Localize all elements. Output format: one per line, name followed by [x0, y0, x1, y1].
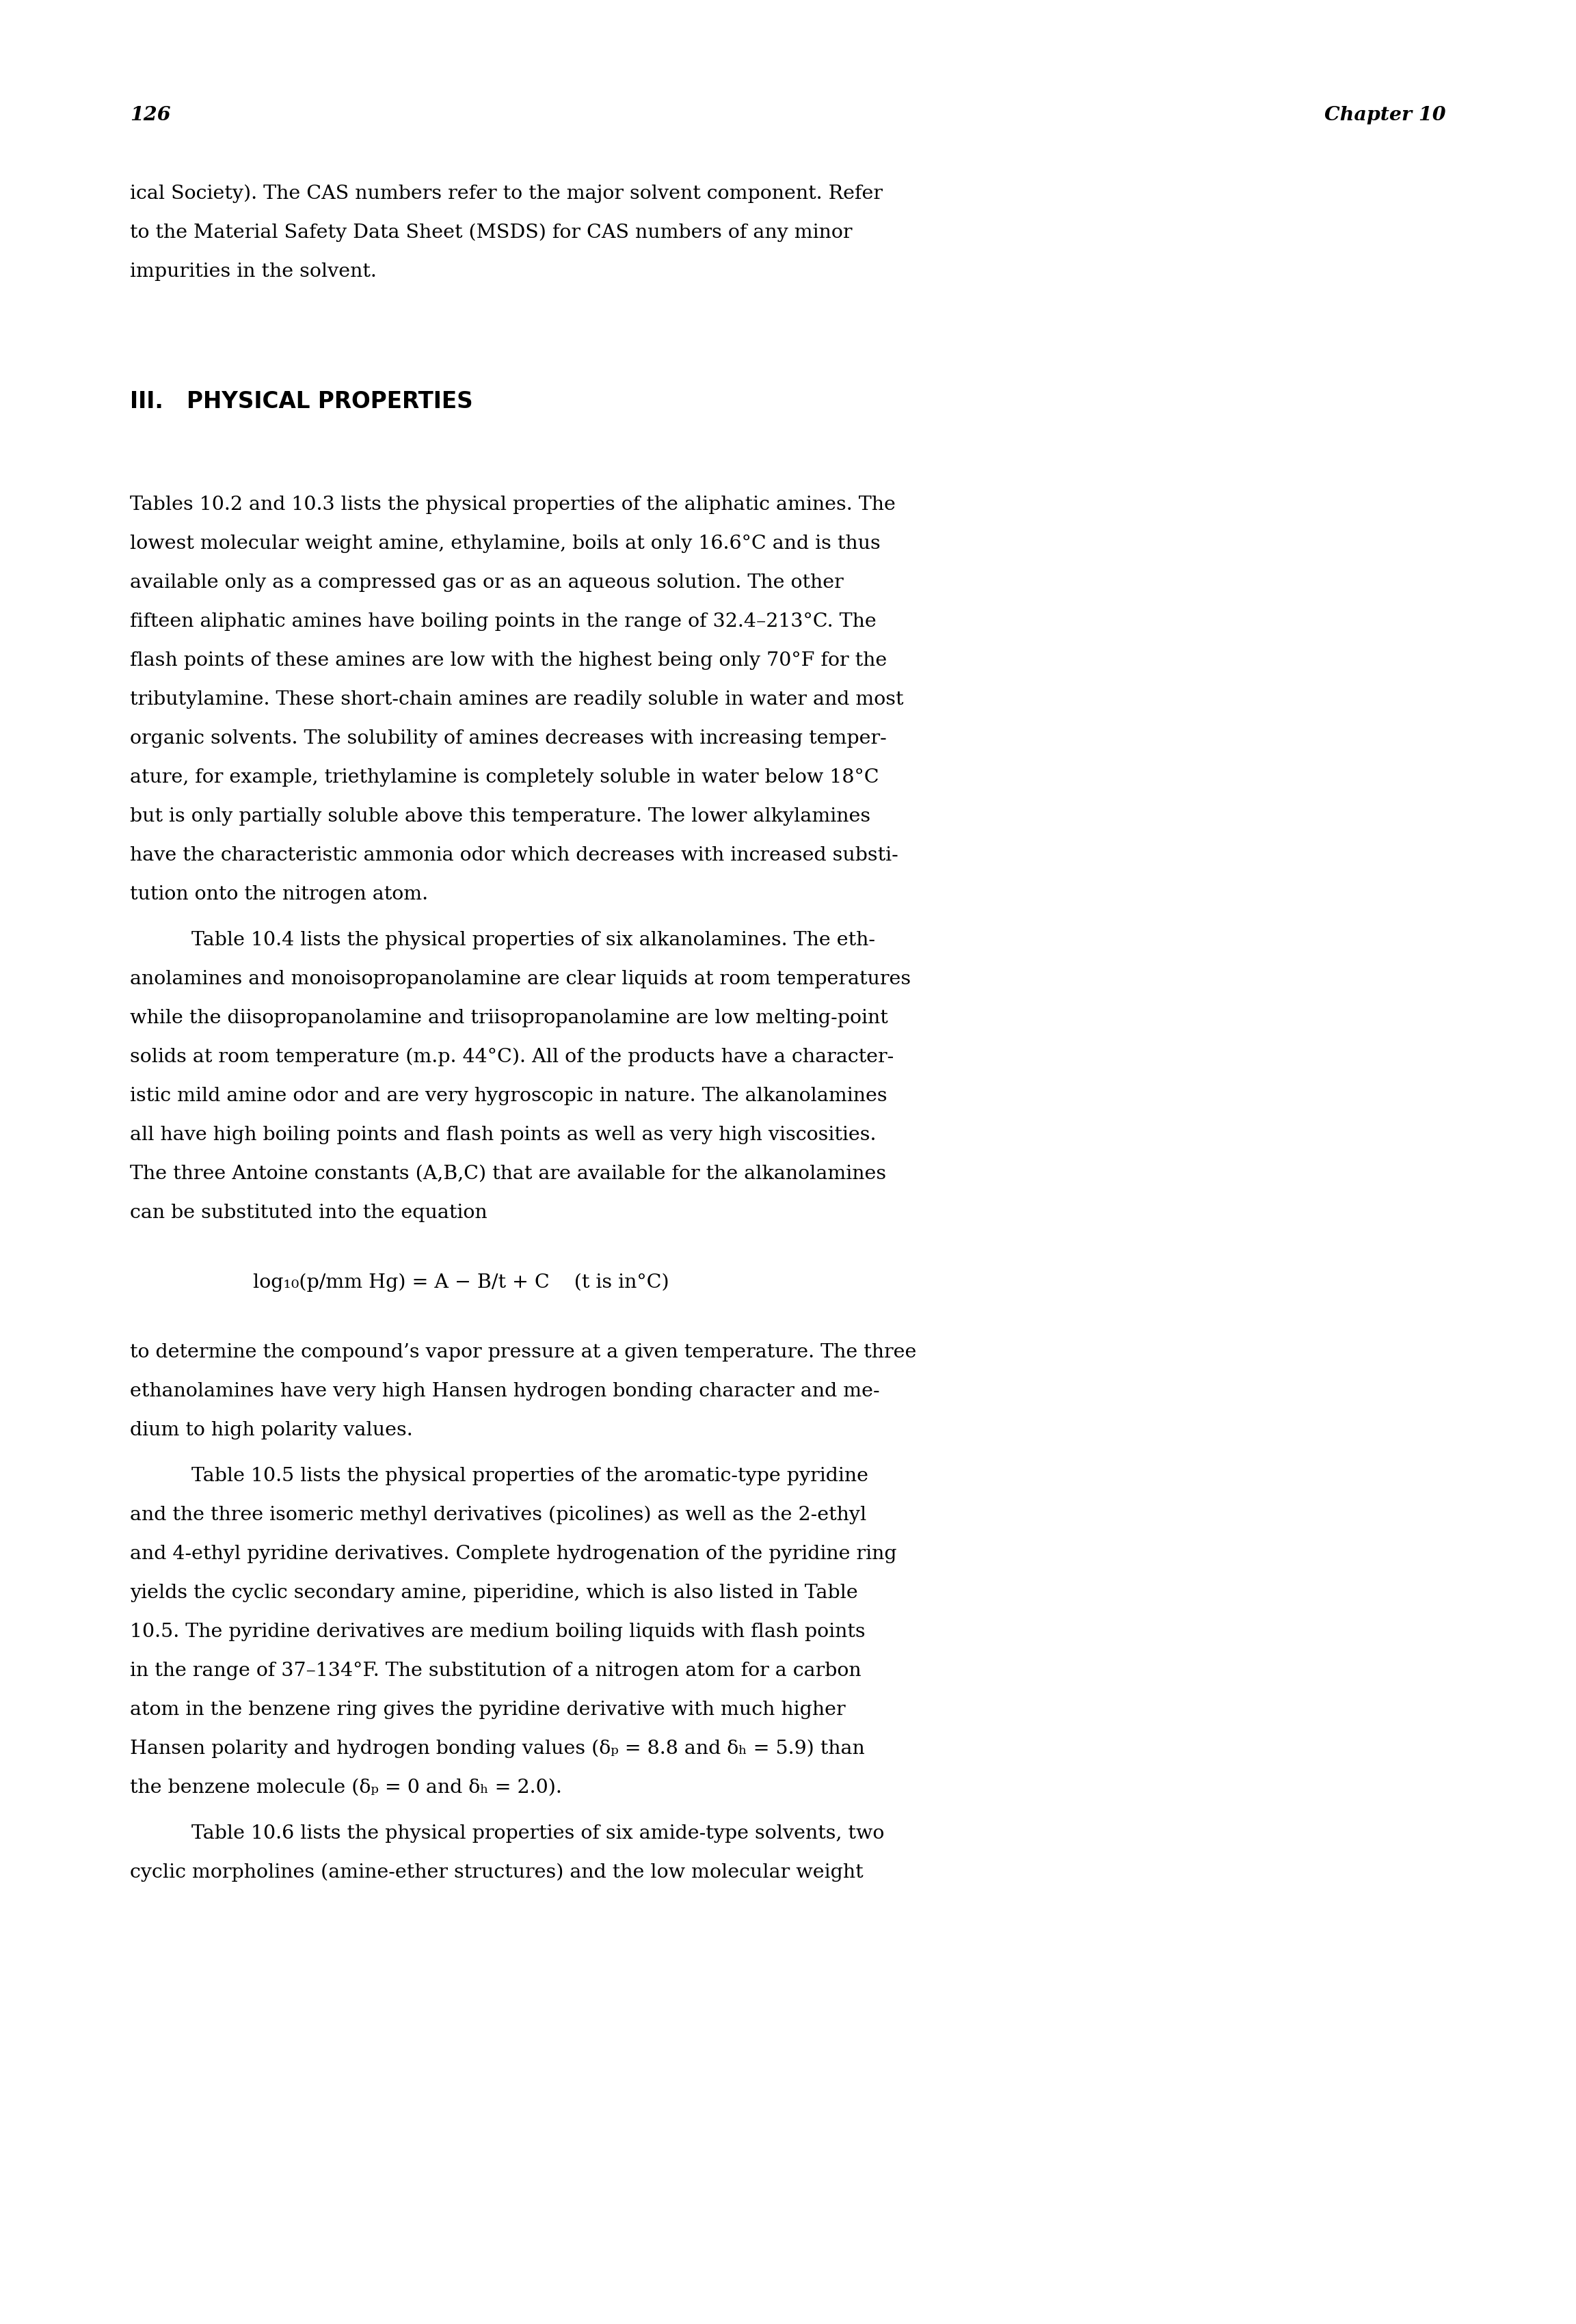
Text: flash points of these amines are low with the highest being only 70°F for the: flash points of these amines are low wit… [129, 651, 887, 669]
Text: tributylamine. These short-chain amines are readily soluble in water and most: tributylamine. These short-chain amines … [129, 690, 903, 709]
Text: Tables 10.2 and 10.3 lists the physical properties of the aliphatic amines. The: Tables 10.2 and 10.3 lists the physical … [129, 495, 895, 514]
Text: have the characteristic ammonia odor which decreases with increased substi-: have the characteristic ammonia odor whi… [129, 846, 898, 865]
Text: to the Material Safety Data Sheet (MSDS) for CAS numbers of any minor: to the Material Safety Data Sheet (MSDS)… [129, 223, 853, 242]
Text: istic mild amine odor and are very hygroscopic in nature. The alkanolamines: istic mild amine odor and are very hygro… [129, 1088, 887, 1106]
Text: solids at room temperature (m.p. 44°C). All of the products have a character-: solids at room temperature (m.p. 44°C). … [129, 1048, 894, 1067]
Text: log₁₀(p/mm Hg) = A − B/t + C    (t is in°C): log₁₀(p/mm Hg) = A − B/t + C (t is in°C) [254, 1274, 670, 1292]
Text: Table 10.6 lists the physical properties of six amide-type solvents, two: Table 10.6 lists the physical properties… [191, 1824, 884, 1843]
Text: to determine the compound’s vapor pressure at a given temperature. The three: to determine the compound’s vapor pressu… [129, 1343, 917, 1362]
Text: 126: 126 [129, 107, 170, 125]
Text: and the three isomeric methyl derivatives (picolines) as well as the 2-ethyl: and the three isomeric methyl derivative… [129, 1506, 867, 1525]
Text: while the diisopropanolamine and triisopropanolamine are low melting-point: while the diisopropanolamine and triisop… [129, 1009, 887, 1027]
Text: cyclic morpholines (amine-ether structures) and the low molecular weight: cyclic morpholines (amine-ether structur… [129, 1864, 864, 1882]
Text: impurities in the solvent.: impurities in the solvent. [129, 263, 377, 281]
Text: Chapter 10: Chapter 10 [1325, 107, 1447, 125]
Text: fifteen aliphatic amines have boiling points in the range of 32.4–213°C. The: fifteen aliphatic amines have boiling po… [129, 614, 876, 632]
Text: anolamines and monoisopropanolamine are clear liquids at room temperatures: anolamines and monoisopropanolamine are … [129, 969, 911, 988]
Text: ature, for example, triethylamine is completely soluble in water below 18°C: ature, for example, triethylamine is com… [129, 769, 879, 788]
Text: available only as a compressed gas or as an aqueous solution. The other: available only as a compressed gas or as… [129, 574, 843, 593]
Text: Hansen polarity and hydrogen bonding values (δₚ = 8.8 and δₕ = 5.9) than: Hansen polarity and hydrogen bonding val… [129, 1741, 865, 1759]
Text: Table 10.5 lists the physical properties of the aromatic-type pyridine: Table 10.5 lists the physical properties… [191, 1466, 868, 1485]
Text: the benzene molecule (δₚ = 0 and δₕ = 2.0).: the benzene molecule (δₚ = 0 and δₕ = 2.… [129, 1778, 563, 1796]
Text: Table 10.4 lists the physical properties of six alkanolamines. The eth-: Table 10.4 lists the physical properties… [191, 932, 875, 951]
Text: lowest molecular weight amine, ethylamine, boils at only 16.6°C and is thus: lowest molecular weight amine, ethylamin… [129, 535, 881, 553]
Text: yields the cyclic secondary amine, piperidine, which is also listed in Table: yields the cyclic secondary amine, piper… [129, 1585, 857, 1601]
Text: tution onto the nitrogen atom.: tution onto the nitrogen atom. [129, 885, 429, 904]
Text: but is only partially soluble above this temperature. The lower alkylamines: but is only partially soluble above this… [129, 806, 870, 825]
Text: 10.5. The pyridine derivatives are medium boiling liquids with flash points: 10.5. The pyridine derivatives are mediu… [129, 1622, 865, 1641]
Text: ical Society). The CAS numbers refer to the major solvent component. Refer: ical Society). The CAS numbers refer to … [129, 184, 883, 202]
Text: all have high boiling points and flash points as well as very high viscosities.: all have high boiling points and flash p… [129, 1125, 876, 1143]
Text: III.   PHYSICAL PROPERTIES: III. PHYSICAL PROPERTIES [129, 390, 473, 414]
Text: can be substituted into the equation: can be substituted into the equation [129, 1204, 487, 1222]
Text: atom in the benzene ring gives the pyridine derivative with much higher: atom in the benzene ring gives the pyrid… [129, 1701, 845, 1720]
Text: in the range of 37–134°F. The substitution of a nitrogen atom for a carbon: in the range of 37–134°F. The substituti… [129, 1662, 860, 1680]
Text: ethanolamines have very high Hansen hydrogen bonding character and me-: ethanolamines have very high Hansen hydr… [129, 1383, 879, 1401]
Text: The three Antoine constants (A,B,C) that are available for the alkanolamines: The three Antoine constants (A,B,C) that… [129, 1164, 886, 1183]
Text: organic solvents. The solubility of amines decreases with increasing temper-: organic solvents. The solubility of amin… [129, 730, 887, 748]
Text: and 4-ethyl pyridine derivatives. Complete hydrogenation of the pyridine ring: and 4-ethyl pyridine derivatives. Comple… [129, 1545, 897, 1564]
Text: dium to high polarity values.: dium to high polarity values. [129, 1420, 413, 1439]
